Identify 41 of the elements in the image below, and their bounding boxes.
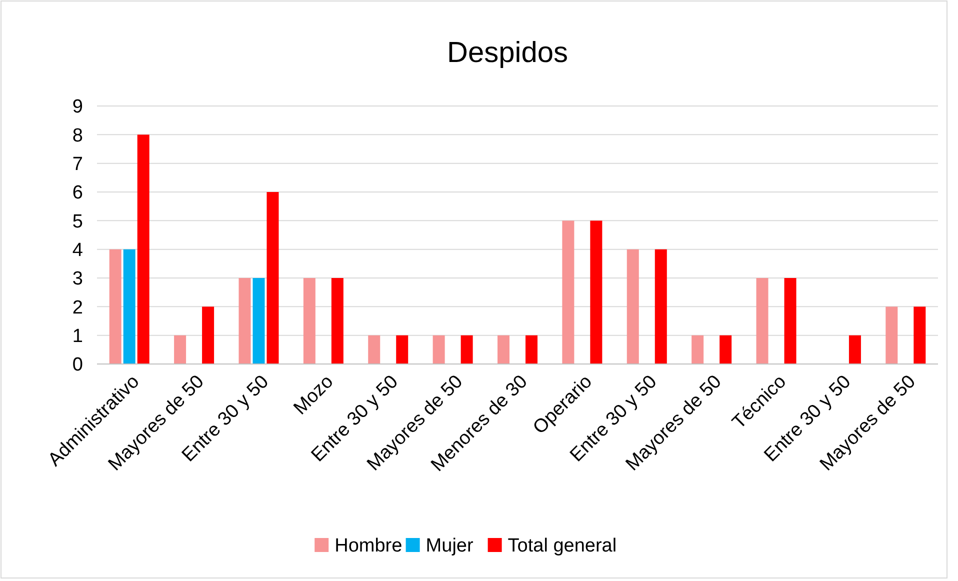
y-tick-label: 1: [72, 326, 83, 347]
bar: [848, 335, 861, 364]
bar: [252, 278, 265, 364]
bar: [396, 335, 408, 364]
bar: [914, 306, 926, 364]
bar: [303, 278, 316, 364]
chart-title: Despidos: [447, 37, 568, 69]
y-tick-label: 7: [72, 154, 83, 175]
legend-label: Total general: [508, 536, 617, 557]
bar: [654, 249, 667, 364]
bar: [756, 278, 768, 364]
bar: [123, 249, 136, 364]
legend-label: Mujer: [426, 536, 474, 557]
bar: [331, 278, 344, 364]
y-tick-label: 0: [72, 354, 83, 376]
bar: [720, 335, 732, 364]
y-tick-label: 9: [72, 96, 83, 118]
bar: [202, 306, 214, 364]
bar: [526, 335, 538, 364]
bar: [626, 249, 639, 364]
y-tick-label: 6: [72, 182, 83, 204]
bar: [784, 278, 796, 364]
bar: [886, 306, 898, 364]
bar: [137, 134, 150, 364]
y-tick-label: 4: [72, 240, 84, 261]
y-tick-label: 2: [72, 297, 83, 318]
bar: [692, 335, 704, 364]
bar: [460, 335, 473, 364]
y-tick-label: 3: [72, 268, 83, 290]
bar: [432, 335, 445, 364]
bar: [238, 278, 251, 364]
bar: [109, 249, 122, 364]
y-tick-label: 5: [72, 211, 83, 232]
y-tick-label: 8: [72, 125, 83, 146]
bar: [498, 335, 510, 364]
bar: [562, 220, 574, 364]
bar: [368, 335, 380, 364]
bar: [174, 335, 186, 364]
legend-label: Hombre: [334, 536, 402, 557]
bar: [590, 220, 602, 364]
bar: [266, 192, 279, 364]
